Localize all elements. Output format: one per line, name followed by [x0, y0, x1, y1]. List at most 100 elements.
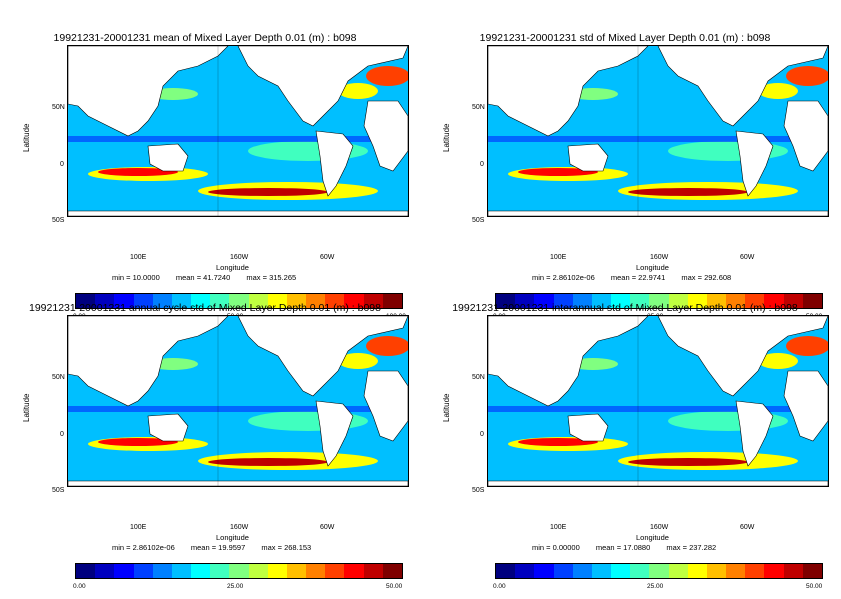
lon-tick-label: 60W — [740, 254, 755, 261]
colorbar-segment — [267, 294, 287, 308]
colorbar-segment — [802, 294, 822, 308]
ocean-map — [67, 45, 409, 217]
colorbar-segment — [344, 564, 364, 578]
colorbar-segment — [382, 564, 402, 578]
lat-tick-label: 50S — [472, 217, 485, 224]
lon-tick-label: 100E — [130, 524, 147, 531]
colorbar-segment — [363, 294, 383, 308]
map-field — [68, 46, 408, 216]
lon-tick-label: 60W — [320, 254, 335, 261]
stat-max: max = 268.153 — [261, 543, 312, 552]
map-field — [68, 316, 408, 486]
colorbar-segment — [267, 564, 287, 578]
colorbar-segment — [363, 564, 383, 578]
lat-tick-label: 0 — [480, 431, 484, 438]
colorbar-segment — [325, 294, 345, 308]
colorbar-segment — [649, 294, 669, 308]
lat-tick-label: 50N — [472, 374, 485, 381]
colorbar-segment — [210, 564, 230, 578]
stat-mean: mean = 22.9741 — [610, 273, 666, 282]
colorbar-segment — [76, 564, 96, 578]
stat-max: max = 292.608 — [681, 273, 732, 282]
colorbar-segment — [286, 294, 307, 308]
lon-tick-label: 100E — [130, 254, 147, 261]
ocean-map — [67, 315, 409, 487]
colorbar-segment — [306, 564, 326, 578]
colorbar — [495, 563, 823, 579]
stat-min: min = 2.86102e-06 — [112, 543, 175, 552]
lat-tick-label: 50S — [52, 487, 65, 494]
colorbar-segment — [210, 294, 230, 308]
colorbar-segment — [726, 294, 746, 308]
lon-tick-label: 160W — [650, 524, 669, 531]
colorbar-segment — [76, 294, 96, 308]
stats-line: min = 2.86102e-06 mean = 19.9597 max = 2… — [112, 543, 325, 552]
stat-mean: mean = 19.9597 — [190, 543, 246, 552]
colorbar-segment — [229, 564, 249, 578]
map-panel: 19921231-20001231 std of Mixed Layer Dep… — [420, 32, 840, 329]
continents — [68, 46, 408, 216]
lon-tick-label: 160W — [230, 524, 249, 531]
lat-tick-label: 50N — [472, 104, 485, 111]
colorbar-segment — [248, 564, 268, 578]
colorbar-segment — [572, 564, 592, 578]
colorbar-segment — [783, 294, 803, 308]
colorbar — [495, 293, 823, 309]
lat-tick-label: 50N — [52, 374, 65, 381]
colorbar-segment — [783, 564, 803, 578]
x-axis-label: Longitude — [636, 533, 669, 542]
colorbar-segment — [706, 294, 727, 308]
stat-mean: mean = 41.7240 — [175, 273, 231, 282]
lat-tick-label: 50S — [52, 217, 65, 224]
colorbar-segment — [591, 294, 612, 308]
lat-tick-label: 50S — [472, 487, 485, 494]
colorbar-segment — [553, 294, 573, 308]
stats-line: min = 0.00000 mean = 17.0880 max = 237.2… — [532, 543, 730, 552]
colorbar-segment — [382, 294, 402, 308]
colorbar-segment — [515, 294, 535, 308]
colorbar-segment — [591, 564, 612, 578]
colorbar-segment — [668, 294, 688, 308]
colorbar-segment — [553, 564, 573, 578]
colorbar-segment — [706, 564, 727, 578]
x-axis-label: Longitude — [216, 533, 249, 542]
lat-tick-label: 0 — [60, 431, 64, 438]
ocean-map — [487, 315, 829, 487]
colorbar-segment — [95, 294, 115, 308]
colorbar — [75, 563, 403, 579]
stats-line: min = 10.0000 mean = 41.7240 max = 315.2… — [112, 273, 310, 282]
colorbar-segment — [229, 294, 249, 308]
colorbar-segment — [191, 294, 211, 308]
lon-tick-label: 100E — [550, 524, 567, 531]
lon-tick-label: 60W — [320, 524, 335, 531]
colorbar-segment — [764, 294, 784, 308]
colorbar-min-label: 0.00 — [73, 583, 86, 590]
map-panel: 19921231-20001231 mean of Mixed Layer De… — [0, 32, 420, 329]
panel-title: 19921231-20001231 annual cycle std of Mi… — [29, 302, 381, 314]
colorbar-segment — [649, 564, 669, 578]
colorbar-segment — [152, 294, 172, 308]
colorbar-segment — [344, 294, 364, 308]
map-panel: 19921231-20001231 interannual std of Mix… — [420, 302, 840, 599]
stat-max: max = 237.282 — [666, 543, 717, 552]
colorbar-segment — [515, 564, 535, 578]
colorbar-segment — [572, 294, 592, 308]
lat-tick-label: 0 — [60, 161, 64, 168]
lat-tick-label: 50N — [52, 104, 65, 111]
stat-min: min = 2.86102e-06 — [532, 273, 595, 282]
colorbar-segment — [133, 294, 153, 308]
y-axis-label: Latitude — [22, 123, 31, 152]
colorbar-segment — [726, 564, 746, 578]
y-axis-label: Latitude — [442, 393, 451, 422]
colorbar-segment — [630, 294, 650, 308]
colorbar-segment — [668, 564, 688, 578]
colorbar-segment — [496, 294, 516, 308]
colorbar-segment — [95, 564, 115, 578]
x-axis-label: Longitude — [636, 263, 669, 272]
colorbar-segment — [152, 564, 172, 578]
colorbar-segment — [114, 294, 134, 308]
lon-tick-label: 160W — [650, 254, 669, 261]
colorbar-segment — [687, 294, 707, 308]
colorbar-segment — [191, 564, 211, 578]
map-field — [488, 316, 828, 486]
